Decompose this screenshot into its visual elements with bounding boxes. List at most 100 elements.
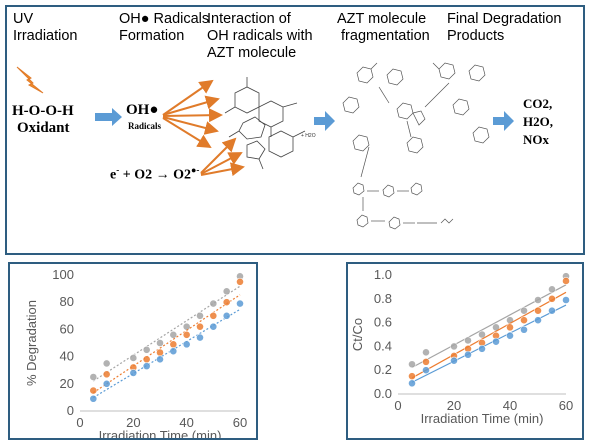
x-tick-label: 20: [447, 398, 461, 413]
data-point: [182, 322, 191, 331]
blue-arrow-icon: [95, 108, 122, 126]
y-axis-label: Ct/Co: [350, 318, 365, 351]
data-point: [520, 306, 528, 315]
ctco-chart: 0.0 0.2 0.4 0.6 0.8 1.0 0 20 40 60 Irradiation Tim…: [350, 267, 573, 426]
data-point: [129, 354, 138, 362]
trendline-2: [93, 308, 241, 399]
data-point: [89, 373, 98, 381]
data-point: [222, 298, 231, 307]
data-point: [422, 366, 430, 375]
lightning-icon: [16, 66, 44, 94]
y-tick-label: 1.0: [374, 267, 392, 282]
data-point: [464, 336, 472, 345]
data-point: [102, 359, 111, 368]
mechanism-panel: UV Irradiation OH● Radicals Formation In…: [5, 5, 585, 255]
blue-arrow-icon: [493, 111, 514, 131]
x-tick-label: 20: [126, 415, 140, 430]
mechanism-graphics: + H2O: [16, 62, 514, 230]
data-point: [562, 296, 570, 304]
data-point: [156, 355, 164, 364]
data-point: [408, 372, 416, 381]
y-tick-label: 20: [60, 376, 74, 391]
y-tick-label: 0.8: [374, 291, 392, 306]
data-point: [182, 330, 191, 339]
data-point: [129, 369, 138, 377]
trendline-0: [93, 285, 241, 382]
oxidant-formula: H-O-O-H: [12, 103, 74, 119]
data-point: [196, 311, 204, 320]
header-radicals-formation: OH● Radicals Formation: [119, 11, 210, 44]
y-tick-label: 100: [52, 267, 74, 282]
electron-symbol: e: [110, 167, 117, 183]
data-point: [102, 379, 111, 388]
y-tick-label: 0.2: [374, 362, 392, 377]
x-axis-label: Irradiation Time (min): [421, 411, 544, 426]
data-point: [169, 347, 178, 356]
data-point: [534, 296, 542, 304]
data-point: [548, 294, 556, 303]
data-point: [236, 277, 244, 286]
electron-charge: -: [116, 165, 120, 175]
oh-radical-symbol: OH●: [126, 102, 159, 118]
oxidant-label: Oxidant: [17, 120, 70, 136]
degradation-chart: 0 20 40 60 80 100 0 20 40 60 Irradiation Time (min…: [24, 267, 247, 438]
oh-radical-label: Radicals: [128, 121, 162, 131]
y-tick-label: 80: [60, 294, 74, 309]
y-tick-label: 40: [60, 349, 74, 364]
equation-middle: + O2 → O2: [119, 167, 191, 183]
data-point: [548, 306, 556, 315]
data-point: [506, 331, 514, 340]
x-tick-label: 40: [179, 415, 193, 430]
x-tick-label: 60: [233, 415, 247, 430]
water-note: + H2O: [301, 133, 316, 139]
data-point: [478, 330, 486, 339]
data-point: [422, 348, 430, 357]
trendline-1: [93, 294, 241, 394]
data-point: [102, 370, 111, 379]
trendline-2: [411, 304, 567, 383]
data-point: [209, 322, 218, 331]
data-point: [169, 340, 178, 349]
data-point: [142, 362, 151, 371]
data-point: [534, 316, 542, 325]
y-tick-label: 0.0: [374, 386, 392, 401]
data-point: [464, 350, 472, 359]
product-h2o: H2O,: [523, 114, 553, 129]
degradation-chart-panel: 0 20 40 60 80 100 0 20 40 60 Irradiation Time (min…: [8, 262, 258, 440]
blue-arrow-icon: [314, 111, 335, 131]
data-point: [209, 299, 218, 308]
y-tick-label: 60: [60, 321, 74, 336]
data-point: [492, 337, 500, 346]
header-fragmentation: AZT molecule fragmentation: [337, 11, 430, 44]
data-point: [520, 325, 528, 334]
data-point: [222, 311, 231, 320]
data-point: [142, 355, 151, 364]
x-tick-label: 0: [76, 415, 83, 430]
x-axis-label: Irradiation Time (min): [99, 428, 222, 438]
azt-molecule-structure: [224, 77, 306, 170]
header-final-products: Final Degradation Products: [447, 11, 562, 44]
data-point: [450, 342, 458, 351]
trendline-0: [411, 284, 567, 369]
data-point: [142, 345, 151, 354]
header-uv-irradiation: UV Irradiation: [13, 11, 78, 44]
data-point: [89, 394, 98, 403]
ctco-chart-panel: 0.0 0.2 0.4 0.6 0.8 1.0 0 20 40 60 Irradiation Tim…: [346, 262, 584, 440]
data-point: [196, 322, 204, 331]
x-tick-label: 60: [559, 398, 573, 413]
data-point: [236, 299, 244, 308]
y-tick-label: 0.4: [374, 338, 392, 353]
data-point: [89, 386, 98, 395]
y-tick-label: 0.6: [374, 315, 392, 330]
data-point: [156, 339, 164, 347]
data-point: [562, 277, 570, 285]
superoxide-equation: e- + O2 → O2●-: [110, 165, 199, 184]
final-products-list: CO2, H2O, NOx: [523, 95, 553, 149]
data-point: [506, 323, 514, 332]
y-axis-label: % Degradation: [24, 300, 39, 386]
product-co2: CO2,: [523, 96, 553, 111]
data-point: [408, 360, 416, 369]
data-point: [422, 357, 430, 366]
fragmentation-pathway: [342, 62, 490, 230]
header-interaction: Interaction of OH radicals with AZT mole…: [207, 11, 313, 61]
